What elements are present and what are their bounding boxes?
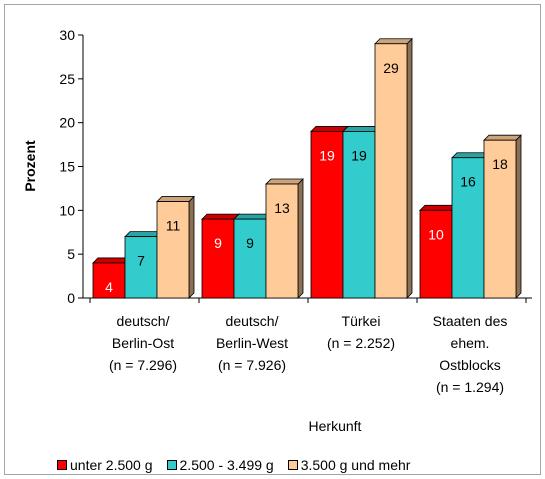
data-label: 13 [274, 200, 290, 216]
x-tick-label: Türkei [342, 313, 381, 329]
x-tick-label: Ostblocks [439, 357, 500, 373]
data-label: 19 [351, 147, 367, 163]
y-tick-label: 5 [67, 246, 75, 262]
y-tick-label: 0 [67, 290, 75, 306]
data-label: 9 [246, 235, 254, 251]
data-label: 9 [214, 235, 222, 251]
bar [156, 201, 190, 299]
bar-top [451, 152, 490, 159]
bar [265, 183, 299, 299]
x-tick-label: (n = 7.926) [218, 357, 286, 373]
x-tick-label: deutsch/ [117, 313, 170, 329]
bar-top [342, 126, 381, 132]
data-label: 7 [137, 253, 145, 269]
bar [342, 131, 376, 299]
y-tick-label: 25 [59, 71, 75, 87]
bar [124, 236, 158, 299]
bar [419, 209, 453, 299]
bar-top [233, 213, 272, 220]
data-label: 11 [166, 218, 181, 234]
bar-top [374, 38, 413, 45]
bar-top [265, 178, 304, 185]
data-label: 18 [492, 156, 508, 172]
bar-top [92, 257, 131, 264]
x-tick-label: (n = 2.252) [327, 335, 395, 351]
x-tick-label: (n = 7.296) [109, 357, 177, 373]
y-tick-label: 20 [59, 115, 75, 131]
data-label: 4 [105, 279, 113, 295]
x-tick-label: ehem. [451, 335, 490, 351]
bar-side [297, 178, 304, 299]
y-axis-title: Prozent [22, 140, 38, 192]
legend-swatch [57, 460, 67, 470]
bar-top [483, 134, 522, 141]
bar-top [419, 204, 458, 211]
legend-item: 3.500 g und mehr [287, 457, 411, 473]
bar-top [310, 126, 349, 132]
x-tick-label: Staaten des [433, 313, 508, 329]
x-axis-title: Herkunft [309, 418, 362, 434]
bar-side [406, 37, 413, 299]
data-label: 29 [383, 60, 399, 76]
bar [483, 139, 517, 299]
chart-frame: 0 5 10 15 20 25 30 Prozent 4 9 19 10 7 9 19 16 11 13 29 18 d… [4, 4, 541, 475]
bar-side [188, 195, 195, 299]
legend: unter 2.500 g 2.500 - 3.499 g 3.500 g und … [57, 457, 424, 473]
bar-top [124, 231, 163, 238]
bar-chart: 0 5 10 15 20 25 30 Prozent 4 9 19 10 7 9 19 16 11 13 29 18 d… [22, 27, 532, 434]
legend-item: 2.500 - 3.499 g [166, 457, 274, 473]
legend-item: unter 2.500 g [57, 457, 153, 473]
bar-top [156, 196, 195, 202]
y-tick-label: 10 [59, 202, 75, 218]
legend-swatch [166, 460, 177, 470]
legend-label: unter 2.500 g [70, 457, 153, 473]
legend-label: 2.500 - 3.499 g [179, 457, 274, 473]
bar [374, 43, 408, 299]
bar [310, 131, 344, 299]
y-tick-label: 15 [59, 159, 75, 175]
x-tick-label: Berlin-Ost [112, 335, 174, 351]
bar-top [201, 213, 240, 220]
x-tick-label: Berlin-West [216, 335, 288, 351]
data-label: 10 [428, 226, 444, 242]
bar [201, 218, 235, 299]
bar-side [515, 134, 522, 299]
bar [233, 218, 267, 299]
x-tick-label: deutsch/ [226, 313, 279, 329]
data-label: 19 [319, 147, 335, 163]
legend-label: 3.500 g und mehr [300, 457, 411, 473]
legend-swatch [287, 460, 298, 470]
data-label: 16 [460, 174, 476, 190]
y-tick-label: 30 [59, 27, 75, 43]
x-tick-label: (n = 1.294) [436, 379, 504, 395]
